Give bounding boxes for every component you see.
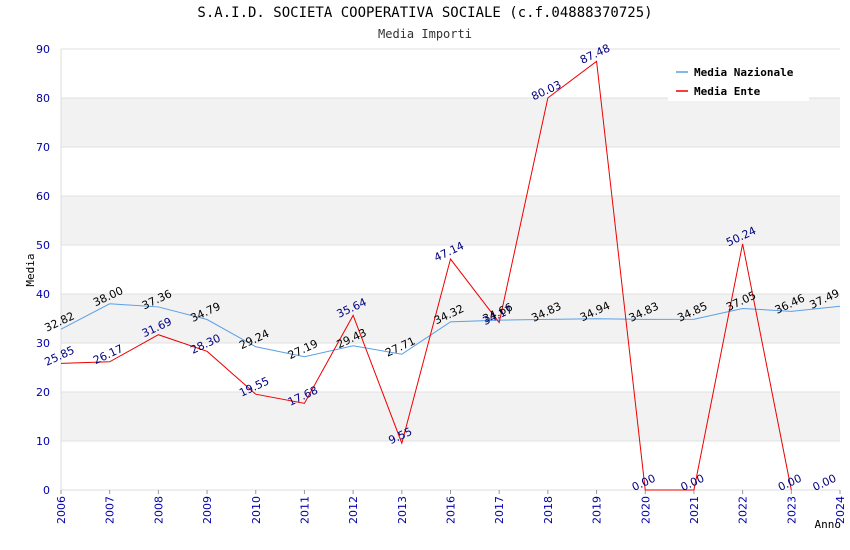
y-tick-label: 80 [36, 92, 50, 105]
data-label: 26.17 [91, 342, 125, 367]
data-label: 0.00 [630, 472, 658, 494]
y-tick-label: 10 [36, 435, 50, 448]
x-tick-label: 2009 [201, 496, 214, 524]
x-tick-label: 2019 [591, 496, 604, 524]
x-tick-label: 2006 [55, 496, 68, 524]
x-tick-label: 2007 [104, 496, 117, 524]
y-tick-label: 70 [36, 141, 50, 154]
chart-title: S.A.I.D. SOCIETA COOPERATIVA SOCIALE (c.… [197, 5, 653, 21]
y-tick-label: 20 [36, 386, 50, 399]
y-tick-label: 90 [36, 43, 50, 56]
x-tick-label: 2017 [493, 496, 506, 524]
legend-entry: Media Nazionale [694, 66, 794, 79]
x-tick-label: 2008 [152, 496, 165, 524]
x-tick-label: 2022 [737, 496, 750, 524]
x-tick-label: 2011 [298, 496, 311, 524]
series-line-media-nazionale [60, 303, 841, 358]
grid-band [61, 392, 840, 441]
y-tick-label: 0 [43, 484, 50, 497]
x-tick-label: 2024 [834, 496, 847, 524]
data-label: 0.00 [679, 472, 707, 494]
x-tick-label: 2023 [785, 496, 798, 524]
x-tick-label: 2021 [688, 496, 701, 524]
x-tick-label: 2016 [445, 496, 458, 524]
x-tick-label: 2018 [542, 496, 555, 524]
y-tick-label: 30 [36, 337, 50, 350]
y-tick-label: 60 [36, 190, 50, 203]
grid-band [61, 98, 840, 147]
chart-subtitle: Media Importi [378, 27, 472, 41]
x-tick-label: 2010 [250, 496, 263, 524]
grid-band [61, 196, 840, 245]
data-label: 0.00 [811, 472, 839, 494]
grid-band [61, 294, 840, 343]
x-tick-label: 2013 [396, 496, 409, 524]
x-tick-label: 2012 [347, 496, 360, 524]
legend-entry: Media Ente [694, 85, 761, 98]
y-tick-label: 50 [36, 239, 50, 252]
data-label: 0.00 [776, 472, 804, 494]
series-line-media-ente [60, 60, 792, 491]
x-tick-label: 2020 [639, 496, 652, 524]
legend-box [668, 60, 809, 101]
y-tick-label: 40 [36, 288, 50, 301]
y-axis-title: Media [24, 253, 37, 286]
x-axis-title: Anno [815, 518, 842, 531]
